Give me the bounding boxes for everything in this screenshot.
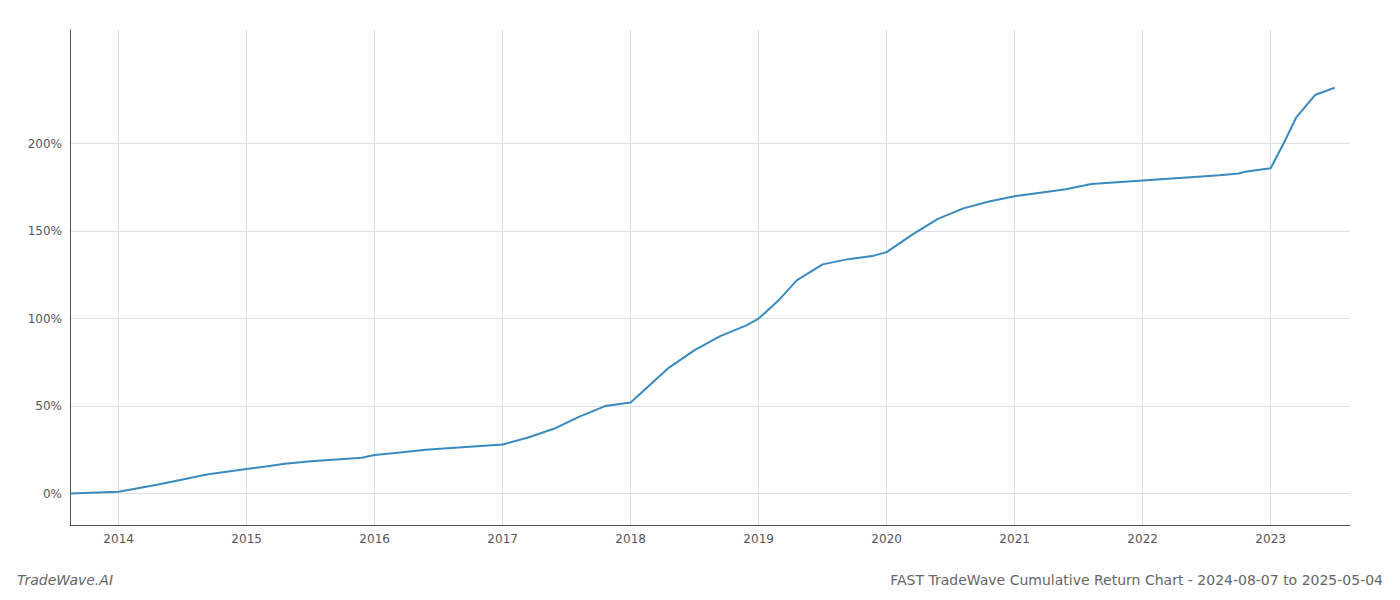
svg-text:2021: 2021: [999, 532, 1030, 546]
svg-text:2017: 2017: [487, 532, 518, 546]
svg-text:2023: 2023: [1255, 532, 1286, 546]
svg-text:50%: 50%: [35, 399, 62, 413]
svg-text:2015: 2015: [231, 532, 262, 546]
svg-text:0%: 0%: [43, 487, 62, 501]
svg-text:2019: 2019: [743, 532, 774, 546]
svg-text:200%: 200%: [28, 137, 62, 151]
svg-text:100%: 100%: [28, 312, 62, 326]
svg-text:2022: 2022: [1127, 532, 1158, 546]
svg-text:2014: 2014: [103, 532, 134, 546]
svg-text:FAST TradeWave Cumulative Retu: FAST TradeWave Cumulative Return Chart -…: [890, 572, 1383, 588]
svg-text:2020: 2020: [871, 532, 902, 546]
svg-text:2016: 2016: [359, 532, 390, 546]
svg-text:TradeWave.AI: TradeWave.AI: [17, 572, 113, 588]
svg-text:150%: 150%: [28, 224, 62, 238]
svg-text:2018: 2018: [615, 532, 646, 546]
